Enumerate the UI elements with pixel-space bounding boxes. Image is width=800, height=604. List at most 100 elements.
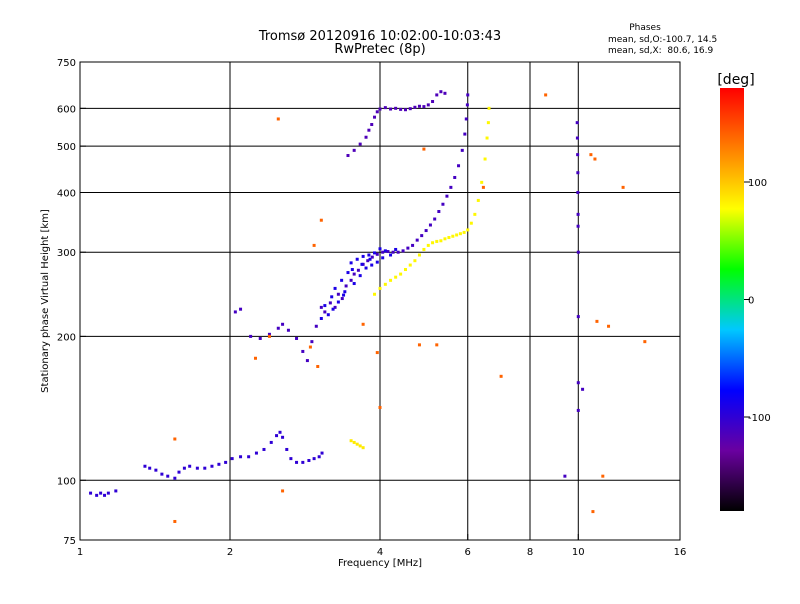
echo-point	[399, 107, 403, 111]
y-tick-label: 75	[63, 536, 76, 547]
echo-point	[399, 272, 403, 276]
echo-point	[114, 489, 118, 493]
x-tick-label: 6	[465, 547, 471, 558]
echo-point	[182, 466, 186, 470]
x-tick-label: 2	[227, 547, 233, 558]
echo-point	[368, 257, 372, 261]
echo-point	[451, 234, 455, 238]
echo-point	[320, 451, 324, 455]
phase-stats-title: Phases	[629, 23, 661, 33]
y-tick-label: 600	[57, 104, 76, 115]
echo-point	[576, 408, 580, 412]
echo-point	[281, 322, 285, 326]
echo-point	[481, 185, 485, 189]
echo-point	[375, 351, 379, 355]
colorbar-label: [deg]	[717, 72, 754, 88]
y-axis-label: Stationary phase Virtual Height [km]	[40, 209, 51, 393]
echo-point	[589, 153, 593, 157]
y-tick-label: 750	[57, 58, 76, 69]
echo-point	[378, 247, 382, 251]
echo-point	[595, 319, 599, 323]
echo-point	[378, 286, 382, 290]
echo-point	[364, 266, 368, 270]
echo-point	[143, 464, 147, 468]
echo-point	[330, 295, 334, 299]
echo-point	[455, 233, 459, 237]
echo-point	[308, 345, 312, 349]
echo-point	[323, 304, 327, 308]
echo-point	[350, 268, 354, 272]
echo-point	[249, 334, 253, 338]
echo-point	[381, 256, 385, 260]
echo-point	[239, 455, 243, 459]
echo-point	[258, 336, 262, 340]
echo-point	[483, 157, 487, 161]
echo-point	[343, 290, 347, 294]
echo-point	[331, 307, 335, 311]
echo-point	[210, 464, 214, 468]
echo-point	[344, 284, 348, 288]
echo-point	[349, 439, 353, 443]
echo-point	[328, 301, 332, 305]
echo-point	[349, 278, 353, 282]
phase-stats-x-line: mean, sd,X: 80.6, 16.9	[608, 46, 714, 56]
echo-point	[373, 292, 377, 296]
data-points	[89, 90, 647, 523]
echo-point	[224, 460, 228, 464]
echo-point	[389, 278, 393, 282]
echo-point	[576, 250, 580, 254]
echo-point	[336, 300, 340, 304]
echo-point	[286, 328, 290, 332]
echo-point	[465, 103, 469, 107]
echo-point	[352, 282, 356, 286]
echo-point	[285, 447, 289, 451]
echo-point	[349, 261, 353, 265]
grid-lines	[80, 62, 680, 540]
echo-point	[499, 374, 503, 378]
y-tick-label: 300	[57, 248, 76, 259]
echo-point	[576, 212, 580, 216]
echo-point	[358, 142, 362, 146]
echo-point	[422, 147, 426, 151]
echo-point	[312, 457, 316, 461]
x-tick-label: 16	[674, 547, 687, 558]
echo-point	[278, 430, 282, 434]
echo-point	[373, 251, 377, 255]
echo-point	[253, 356, 257, 360]
echo-point	[160, 472, 164, 476]
echo-point	[439, 90, 443, 94]
echo-point	[424, 229, 428, 233]
echo-point	[317, 455, 321, 459]
echo-point	[607, 324, 611, 328]
echo-point	[333, 286, 337, 290]
echo-point	[103, 493, 107, 497]
echo-point	[486, 121, 490, 125]
echo-point	[445, 194, 449, 198]
echo-point	[389, 253, 393, 257]
echo-point	[621, 185, 625, 189]
echo-point	[375, 260, 379, 264]
echo-point	[401, 249, 405, 253]
colorbar-tick-label: 0	[748, 296, 754, 307]
echo-point	[314, 324, 318, 328]
y-tick-label: 500	[57, 142, 76, 153]
echo-point	[576, 171, 580, 175]
x-axis-ticks: 1 2 4 6 8 10 16	[77, 534, 687, 558]
echo-point	[367, 128, 371, 132]
echo-point	[378, 405, 382, 409]
echo-point	[378, 107, 382, 111]
echo-point	[417, 104, 421, 108]
echo-point	[361, 254, 365, 258]
echo-point	[487, 106, 491, 110]
x-tick-label: 1	[77, 547, 83, 558]
echo-point	[154, 468, 158, 472]
echo-point	[413, 105, 417, 109]
echo-point	[485, 136, 489, 140]
echo-point	[281, 435, 285, 439]
echo-point	[370, 263, 374, 267]
echo-point	[99, 491, 103, 495]
echo-point	[593, 157, 597, 161]
echo-point	[435, 239, 439, 243]
x-tick-label: 8	[527, 547, 533, 558]
echo-point	[386, 250, 390, 254]
